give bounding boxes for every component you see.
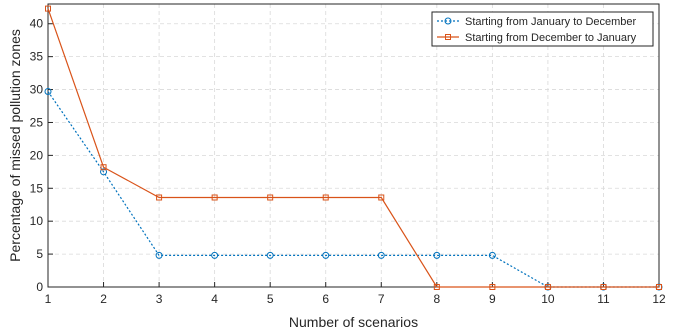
- y-tick-label: 35: [30, 50, 44, 64]
- plot-frame: [47, 3, 660, 288]
- x-axis-title: Number of scenarios: [289, 314, 418, 330]
- x-tick-label: 5: [267, 292, 274, 306]
- series-2: [45, 5, 662, 290]
- y-tick-label: 20: [30, 148, 44, 162]
- x-tick-label: 6: [322, 292, 329, 306]
- data-point: [322, 251, 330, 259]
- x-tick-label: 11: [597, 292, 610, 306]
- x-tick-label: 8: [433, 292, 440, 306]
- data-point: [100, 168, 108, 176]
- data-point: [378, 194, 385, 201]
- legend-marker-square: [445, 34, 451, 40]
- x-tick-label: 4: [211, 292, 218, 306]
- y-tick-label: 5: [36, 247, 43, 261]
- x-tick-label: 1: [45, 292, 52, 306]
- data-point: [266, 251, 274, 259]
- x-tick-label: 3: [156, 292, 163, 306]
- x-tick-label: 9: [489, 292, 496, 306]
- data-point: [155, 251, 163, 259]
- data-point: [45, 5, 51, 12]
- data-point: [211, 194, 218, 201]
- data-point: [156, 194, 163, 201]
- legend-label: Starting from December to January: [465, 32, 637, 44]
- y-tick-label: 15: [30, 181, 44, 195]
- data-point: [100, 164, 107, 171]
- legend-marker-circle: [444, 17, 452, 25]
- y-tick-label: 25: [30, 115, 44, 129]
- data-point: [322, 194, 329, 201]
- data-point: [433, 251, 441, 259]
- series-line: [47, 8, 659, 288]
- y-tick-label: 30: [30, 83, 44, 97]
- data-point: [267, 194, 274, 201]
- data-point: [433, 284, 440, 290]
- data-point: [211, 251, 219, 259]
- x-tick-label: 10: [541, 292, 555, 306]
- data-point: [488, 251, 496, 259]
- data-point: [656, 284, 662, 290]
- x-tick-label: 2: [100, 292, 107, 306]
- x-tick-label: 12: [652, 292, 666, 306]
- data-point: [489, 284, 496, 290]
- x-tick-label: 7: [378, 292, 385, 306]
- legend-entry: Starting from December to January: [437, 32, 637, 44]
- series-group: [44, 5, 663, 291]
- data-point: [377, 251, 385, 259]
- legend-label: Starting from January to December: [465, 16, 637, 28]
- y-tick-label: 40: [30, 17, 44, 31]
- y-tick-label: 10: [30, 214, 44, 228]
- y-axis-title: Percentage of missed pollution zones: [7, 29, 23, 262]
- y-tick-label: 0: [36, 280, 43, 294]
- data-point: [44, 88, 52, 96]
- data-point: [544, 284, 551, 290]
- legend-box: [431, 11, 654, 47]
- data-point: [600, 284, 607, 290]
- legend: Starting from January to December Starti…: [431, 11, 654, 47]
- legend-entry: Starting from January to December: [437, 16, 637, 28]
